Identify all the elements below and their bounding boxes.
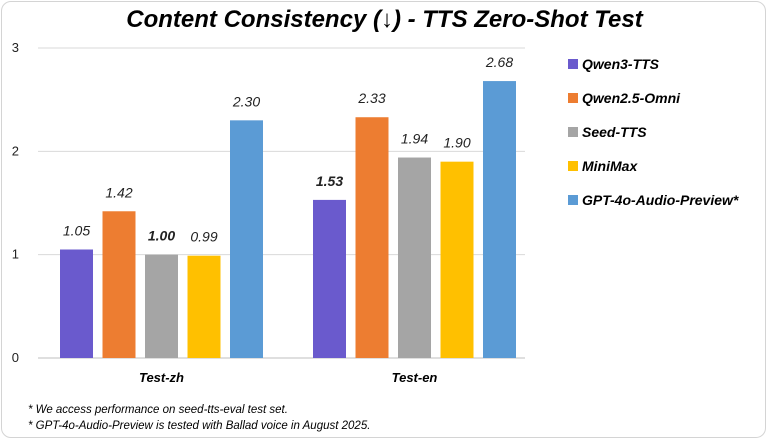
- value-label-test-zh-minimax: 0.99: [190, 229, 217, 245]
- legend-label-qwen2-5-omni: Qwen2.5-Omni: [582, 90, 681, 106]
- footnote-1: * We access performance on seed-tts-eval…: [28, 404, 288, 416]
- legend-swatch-seed-tts: [568, 127, 578, 137]
- legend-label-gpt-4o-audio-preview: GPT-4o-Audio-Preview*: [582, 192, 739, 208]
- footnotes: * We access performance on seed-tts-eval…: [28, 402, 370, 434]
- bar-test-en-qwen2-5-omni: [355, 117, 389, 358]
- value-label-test-zh-qwen3-tts: 1.05: [63, 223, 90, 239]
- legend-swatch-gpt-4o-audio-preview: [568, 195, 578, 205]
- bar-test-en-seed-tts: [398, 157, 431, 358]
- value-label-test-en-seed-tts: 1.94: [401, 131, 428, 147]
- value-label-test-en-gpt-4o-audio-preview: 2.68: [485, 54, 513, 70]
- bar-test-en-qwen3-tts: [313, 199, 346, 358]
- value-label-test-zh-seed-tts: 1.00: [148, 228, 175, 244]
- chart-title: Content Consistency (↓) - TTS Zero-Shot …: [126, 6, 643, 33]
- legend-label-minimax: MiniMax: [582, 158, 638, 174]
- value-label-test-en-qwen3-tts: 1.53: [316, 173, 343, 189]
- legend-label-qwen3-tts: Qwen3-TTS: [582, 56, 660, 72]
- footnote-2: * GPT-4o-Audio-Preview is tested with Ba…: [28, 420, 371, 432]
- legend-label-seed-tts: Seed-TTS: [582, 124, 647, 140]
- y-tick-3: 3: [12, 40, 19, 55]
- legend-swatch-qwen2-5-omni: [568, 93, 578, 103]
- legend-swatch-qwen3-tts: [568, 59, 578, 69]
- bar-test-zh-qwen2-5-omni: [102, 211, 136, 358]
- category-label-test-zh: Test-zh: [139, 370, 184, 385]
- y-tick-1: 1: [12, 247, 19, 262]
- value-label-test-zh-qwen2-5-omni: 1.42: [105, 184, 132, 200]
- category-label-test-en: Test-en: [392, 370, 438, 385]
- y-tick-0: 0: [12, 350, 19, 365]
- value-label-test-en-minimax: 1.90: [443, 135, 470, 151]
- bar-test-zh-minimax: [187, 255, 221, 358]
- y-tick-2: 2: [12, 143, 19, 158]
- bar-test-zh-seed-tts: [145, 254, 178, 358]
- bar-test-zh-qwen3-tts: [60, 249, 93, 358]
- legend-swatch-minimax: [568, 161, 578, 171]
- value-label-test-en-qwen2-5-omni: 2.33: [357, 90, 385, 106]
- bar-test-zh-gpt-4o-audio-preview: [230, 120, 263, 358]
- bar-test-en-minimax: [440, 161, 474, 358]
- bar-test-en-gpt-4o-audio-preview: [483, 81, 516, 359]
- value-label-test-zh-gpt-4o-audio-preview: 2.30: [232, 93, 260, 109]
